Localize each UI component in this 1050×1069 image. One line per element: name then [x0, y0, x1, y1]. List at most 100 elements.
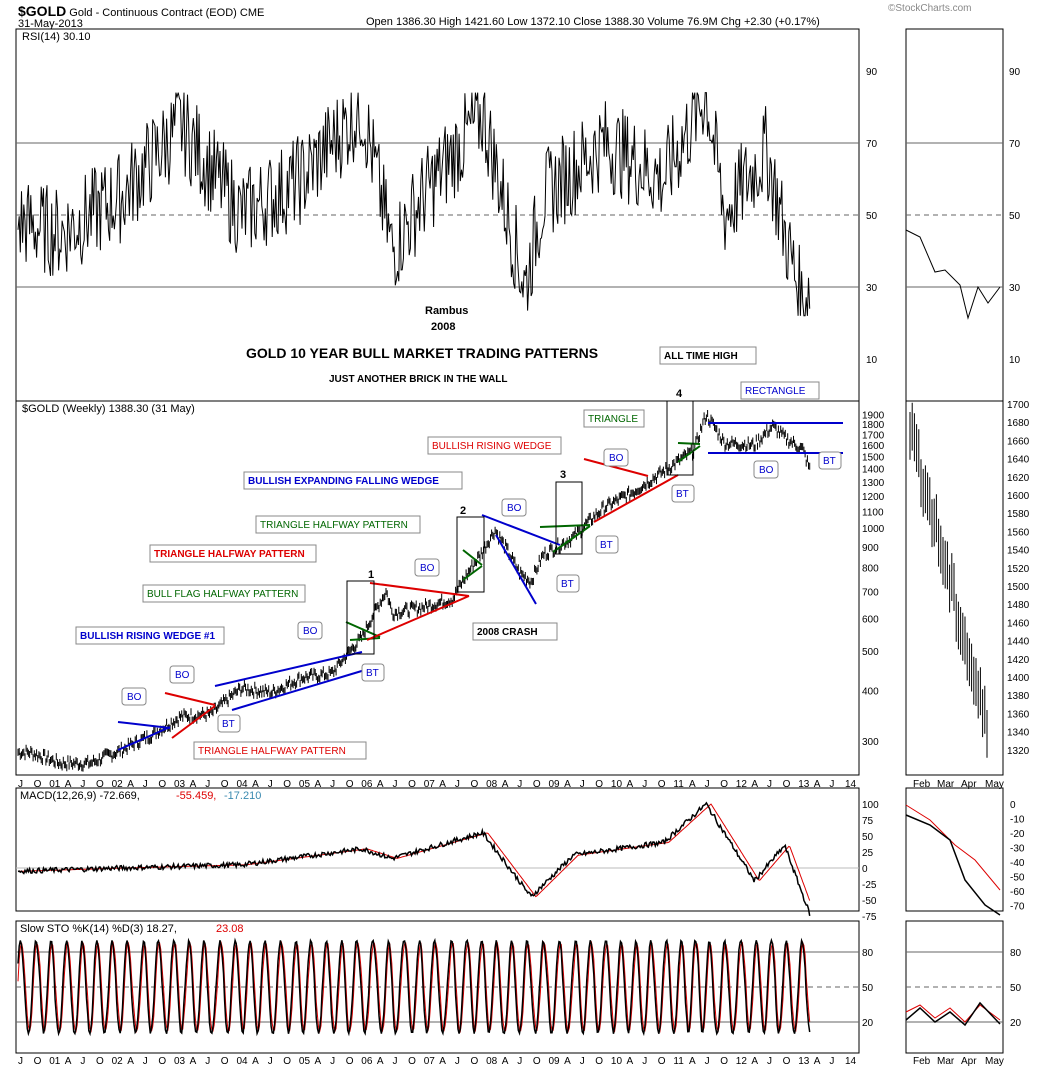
rsi-tick-label: 30 [866, 283, 878, 294]
inset-price-tick-label: 1340 [1007, 728, 1030, 739]
price-tick-label: 1800 [862, 420, 885, 431]
triangle-callout: TRIANGLE [583, 409, 645, 428]
time-tick-label: O [408, 1056, 416, 1067]
time-tick-label: A [190, 779, 197, 790]
time-tick-label: O [658, 779, 666, 790]
time-tick-label: A [564, 779, 571, 790]
rising-wedge-callout: BULLISH RISING WEDGE [427, 436, 562, 455]
time-tick-label: O [533, 1056, 541, 1067]
inset-price-tick-label: 1660 [1007, 436, 1030, 447]
time-tick-label: A [65, 1056, 72, 1067]
time-tick-label: 10 [611, 779, 623, 790]
time-tick-label: 03 [174, 779, 186, 790]
rwedge-lower-line [593, 474, 679, 523]
rsi-inset-tick-label: 10 [1009, 355, 1021, 366]
time-tick-label: 09 [549, 1056, 561, 1067]
time-tick-label: 11 [673, 1056, 684, 1067]
price-tick-label: 1000 [862, 524, 885, 535]
inset-price-tick-label: 1480 [1007, 600, 1030, 611]
bo-box [753, 460, 779, 479]
triangle-halfway-green-callout-box [255, 515, 421, 534]
fwedge-lower-line [495, 534, 537, 605]
macd-inset-tick-label: -50 [1010, 873, 1025, 884]
inset-price-tick-label: 1440 [1007, 637, 1030, 648]
time-tick-label: 01 [49, 779, 61, 790]
header-date: 31-May-2013 [18, 18, 83, 30]
rsi-line [17, 92, 811, 317]
time-tick-label: O [783, 1056, 791, 1067]
header-line: $GOLD Gold - Continuous Contract (EOD) C… [18, 3, 264, 19]
move-box-4 [666, 400, 694, 476]
time-tick-label: 05 [299, 779, 311, 790]
time-tick-label: 02 [112, 1056, 124, 1067]
triangle-halfway-bottom-callout-text: TRIANGLE HALFWAY PATTERN [198, 746, 346, 757]
macd-inset-frame [905, 787, 1004, 912]
time-tick-label: J [580, 779, 585, 790]
time-tick-label: A [65, 779, 72, 790]
time-tick-label: J [205, 779, 210, 790]
bo-box [121, 687, 147, 706]
time-tick-label: O [658, 1056, 666, 1067]
sto-series [17, 937, 811, 1037]
time-tick-label: J [767, 779, 772, 790]
time-tick-label: J [642, 779, 647, 790]
time-tick-label: A [377, 779, 384, 790]
rsi-inset-tick-label: 30 [1009, 283, 1021, 294]
price-tick-label: 1600 [862, 441, 885, 452]
time-tick-label: 08 [486, 1056, 498, 1067]
time-tick-label: J [829, 1056, 834, 1067]
time-tick-label: O [720, 1056, 728, 1067]
macd-inset-tick-label: -20 [1010, 829, 1025, 840]
triangle-halfway-green-callout: TRIANGLE HALFWAY PATTERN [255, 515, 421, 534]
price-tick-label: 1900 [862, 411, 885, 422]
inset-price-tick-label: 1620 [1007, 473, 1030, 484]
time-tick-label: A [315, 1056, 322, 1067]
time-tick-label: A [190, 1056, 197, 1067]
price-tick-label: 1700 [862, 430, 885, 441]
time-tick-label: J [580, 1056, 585, 1067]
time-tick-label: O [158, 1056, 166, 1067]
time-tick-label: J [205, 1056, 210, 1067]
bo-label: BO [759, 465, 774, 476]
ohlc-readout: Open 1386.30 High 1421.60 Low 1372.10 Cl… [366, 16, 820, 28]
wedge2-upper-line [214, 651, 363, 687]
move-box-2 [456, 516, 485, 593]
time-tick-label: 03 [174, 1056, 186, 1067]
price-label: $GOLD (Weekly) 1388.30 (31 May) [22, 403, 195, 415]
inset-price-bars [909, 402, 988, 758]
price-panel-frame [15, 400, 860, 776]
inset-price-tick-label: 1680 [1007, 418, 1030, 429]
price-tick-label: 300 [862, 737, 879, 748]
flag-lower-line [349, 637, 381, 641]
macd-tick-label: 0 [862, 864, 868, 875]
inset-month-label: Feb [913, 1056, 931, 1067]
time-tick-label: J [767, 1056, 772, 1067]
rsi-inset-line [905, 229, 1001, 320]
macd-inset-tick-label: -40 [1010, 858, 1025, 869]
time-tick-label: A [814, 779, 821, 790]
price-tick-label: 1200 [862, 492, 885, 503]
sto-inset-tick-label: 50 [1010, 983, 1022, 994]
bo-label: BO [609, 453, 624, 464]
rsi-tick-label: 90 [866, 67, 878, 78]
rsi-tick-label: 70 [866, 139, 878, 150]
sto-d-line [17, 940, 811, 1034]
time-tick-label: 07 [424, 1056, 436, 1067]
price-tick-label: 1500 [862, 452, 885, 463]
bo-box [603, 448, 629, 467]
rsi-inset-tick-label: 70 [1009, 139, 1021, 150]
wedge2-lower-line [231, 669, 366, 711]
inset-price-tick-label: 1320 [1007, 746, 1030, 757]
sto-inset-k [905, 1001, 1001, 1027]
time-tick-label: O [595, 1056, 603, 1067]
rectangle-callout-box [740, 381, 820, 400]
time-tick-label: A [377, 1056, 384, 1067]
bt-label: BT [561, 579, 574, 590]
time-tick-label: 08 [486, 779, 498, 790]
time-tick-label: J [642, 1056, 647, 1067]
sto-tick-label: 20 [862, 1018, 874, 1029]
rising-wedge-callout-text: BULLISH RISING WEDGE [432, 441, 552, 452]
time-tick-label: O [346, 1056, 354, 1067]
bo-box [169, 665, 195, 684]
